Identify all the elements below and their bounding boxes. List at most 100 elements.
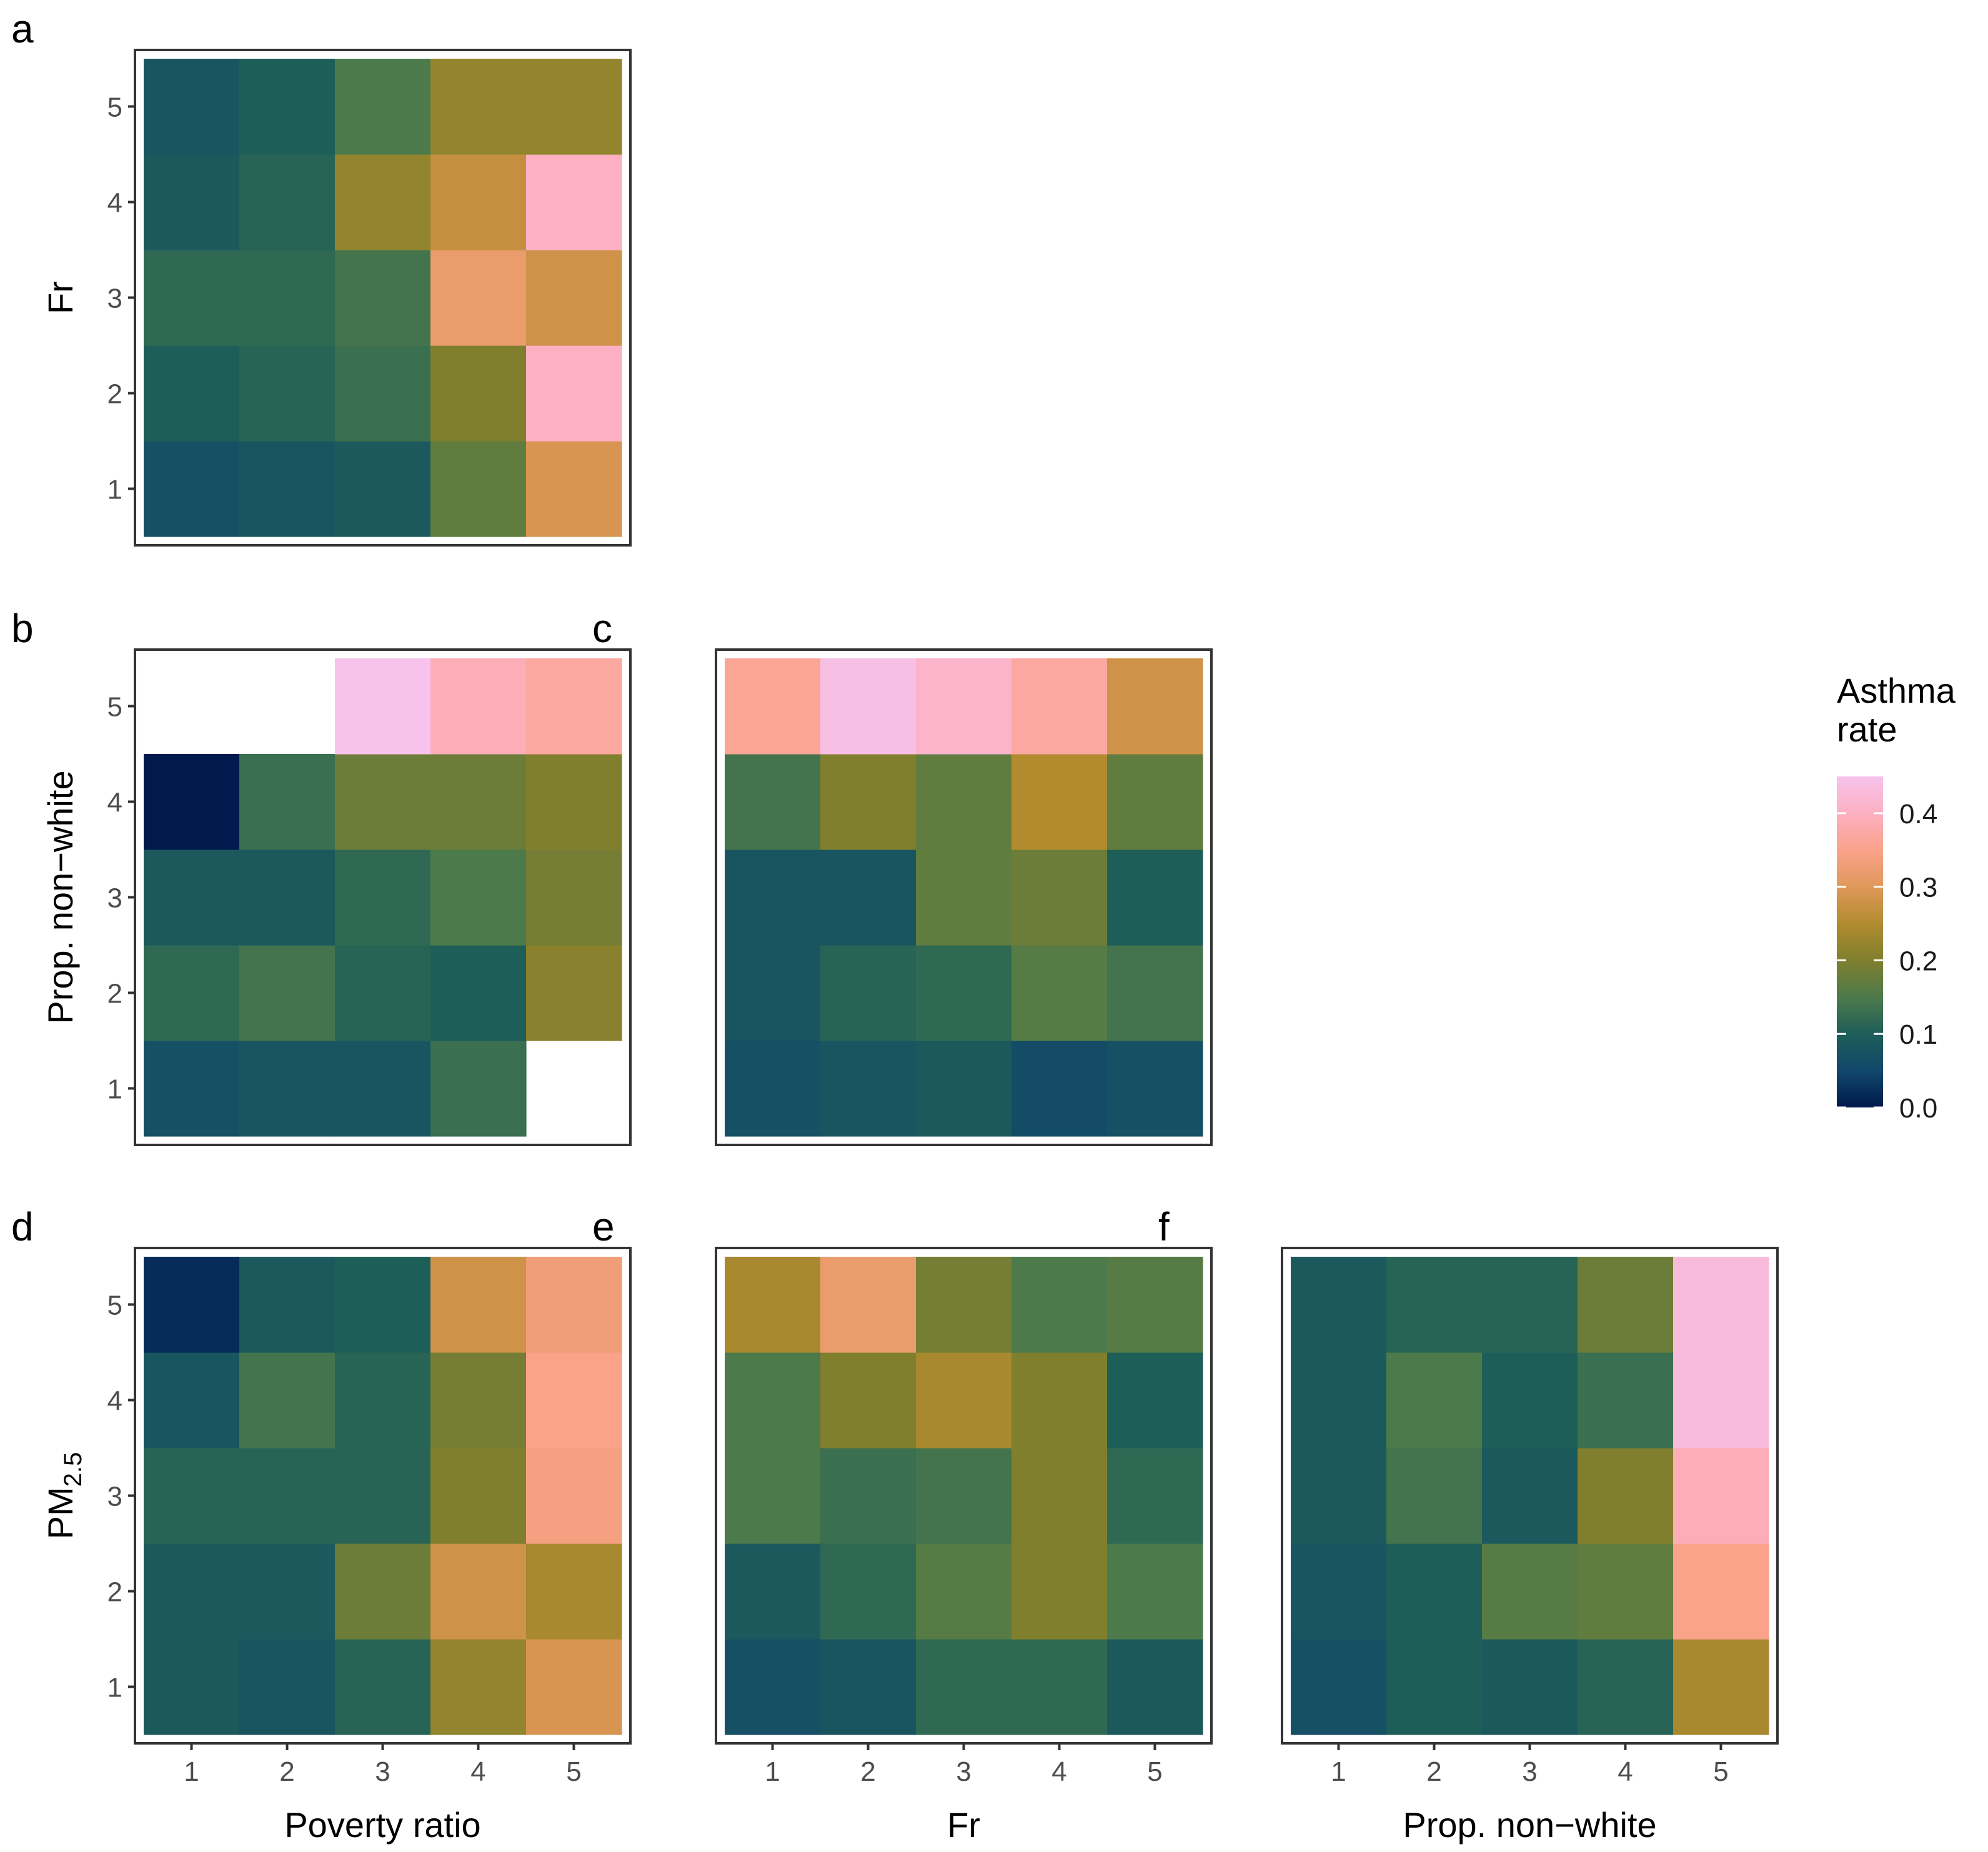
y-axis-title-text: PM	[41, 1487, 80, 1539]
heatmap-cell	[526, 154, 622, 250]
heatmap-cell	[526, 441, 622, 537]
heatmap-cell	[335, 754, 431, 850]
heatmap-cell	[725, 849, 821, 946]
heatmap-cell	[1673, 1448, 1769, 1544]
heatmap-cell	[1673, 1352, 1769, 1448]
x-tick-label: 3	[375, 1756, 390, 1787]
y-tick-label: 1	[107, 1673, 122, 1703]
heatmap-cell	[144, 1543, 240, 1640]
panel-label: d	[11, 1204, 34, 1249]
heatmap-cell	[1291, 1352, 1387, 1448]
heatmap-cell	[1011, 1543, 1108, 1640]
x-tick-label: 2	[279, 1756, 294, 1787]
heatmap-cell	[1107, 849, 1203, 946]
heatmap-cell	[725, 1041, 821, 1137]
y-tick-label: 2	[107, 1577, 122, 1608]
heatmap-cell	[239, 945, 335, 1041]
heatmap-cell	[430, 1352, 527, 1448]
heatmap-cell	[820, 1448, 917, 1544]
heatmap-cell	[916, 658, 1012, 755]
heatmap-cell	[1011, 754, 1108, 850]
heatmap-cell	[1107, 754, 1203, 850]
heatmap-cell	[1386, 1639, 1483, 1735]
heatmap-cell	[1578, 1257, 1674, 1353]
heatmap-cell	[144, 1639, 240, 1735]
panel-label: e	[592, 1204, 615, 1249]
heatmap-cell	[1011, 1448, 1108, 1544]
heatmap-cell	[430, 945, 527, 1041]
heatmap-cell	[1291, 1639, 1387, 1735]
heatmap-cell	[335, 1639, 431, 1735]
heatmap-cell	[526, 658, 622, 755]
legend-title: Asthma	[1837, 671, 1956, 710]
y-axis-title-text: Prop. non−white	[41, 770, 80, 1024]
x-tick-label: 4	[470, 1756, 485, 1787]
y-tick-label: 3	[107, 1482, 122, 1512]
y-axis-title: Fr	[41, 281, 80, 314]
heatmap-cell	[725, 1448, 821, 1544]
heatmap-cell	[1386, 1257, 1483, 1353]
legend-tick-label: 0.2	[1899, 946, 1937, 976]
heatmap-cell	[1386, 1543, 1483, 1640]
heatmap-cell	[1482, 1257, 1578, 1353]
heatmap-cell	[144, 345, 240, 442]
heatmap-cell	[430, 1543, 527, 1640]
heatmap-cell	[430, 1041, 527, 1137]
heatmap-cell	[1011, 1041, 1108, 1137]
heatmap-cell	[1482, 1639, 1578, 1735]
heatmap-cell	[916, 1352, 1012, 1448]
legend-colorbar	[1837, 776, 1883, 1107]
panel-label: b	[11, 606, 34, 651]
y-tick-label: 2	[107, 979, 122, 1009]
panel-b: b 1 2 3 4 5 Prop. non−white	[11, 606, 632, 1146]
heatmap-cell	[335, 1041, 431, 1137]
heatmap-cell	[430, 1448, 527, 1544]
heatmap-cell	[335, 154, 431, 250]
heatmap-cell	[239, 1352, 335, 1448]
heatmap-cell	[1107, 1041, 1203, 1137]
heatmap-cell	[916, 1041, 1012, 1137]
heatmap-cell	[239, 154, 335, 250]
heatmap-cell	[144, 1041, 240, 1137]
x-tick-label: 5	[1713, 1756, 1728, 1787]
y-tick-label: 4	[107, 188, 122, 219]
heatmap-cell	[1107, 1639, 1203, 1735]
heatmap-cell	[239, 250, 335, 346]
heatmap-cell	[916, 1639, 1012, 1735]
heatmap-cell	[430, 154, 527, 250]
heatmap-cell	[725, 1257, 821, 1353]
heatmap-cell	[1107, 1448, 1203, 1544]
heatmap-cell	[916, 754, 1012, 850]
panel-f: f 1 2 3 4 5 Prop. non−white	[1158, 1204, 1779, 1845]
y-tick-label: 1	[107, 1074, 122, 1105]
heatmap-cell	[526, 1639, 622, 1735]
heatmap-cell	[725, 658, 821, 755]
heatmap-cell	[335, 658, 431, 755]
y-axis-title: PM2.5	[41, 1452, 87, 1540]
x-axis-title: Poverty ratio	[284, 1805, 480, 1845]
heatmap-cell	[430, 1639, 527, 1735]
y-tick-label: 4	[107, 788, 122, 818]
heatmap-cell	[144, 1257, 240, 1353]
heatmap-cell	[239, 1639, 335, 1735]
heatmap-cell	[526, 1448, 622, 1544]
heatmap-cell	[820, 1543, 917, 1640]
heatmap-cell	[916, 945, 1012, 1041]
heatmap-cell	[335, 441, 431, 537]
heatmap-cell	[820, 1352, 917, 1448]
heatmap-cell	[916, 849, 1012, 946]
heatmap-cell	[335, 1543, 431, 1640]
y-tick-label: 5	[107, 92, 122, 123]
x-tick-label: 5	[566, 1756, 581, 1787]
heatmap-cell	[335, 59, 431, 155]
heatmap-cell	[335, 345, 431, 442]
heatmap-cell	[1011, 658, 1108, 755]
heatmap-cell	[1482, 1352, 1578, 1448]
heatmap-cell	[335, 1257, 431, 1353]
heatmap-cell	[1011, 1257, 1108, 1353]
heatmap-cell	[430, 345, 527, 442]
heatmap-cell	[820, 849, 917, 946]
heatmap-cell	[430, 59, 527, 155]
heatmap-cell	[1578, 1639, 1674, 1735]
